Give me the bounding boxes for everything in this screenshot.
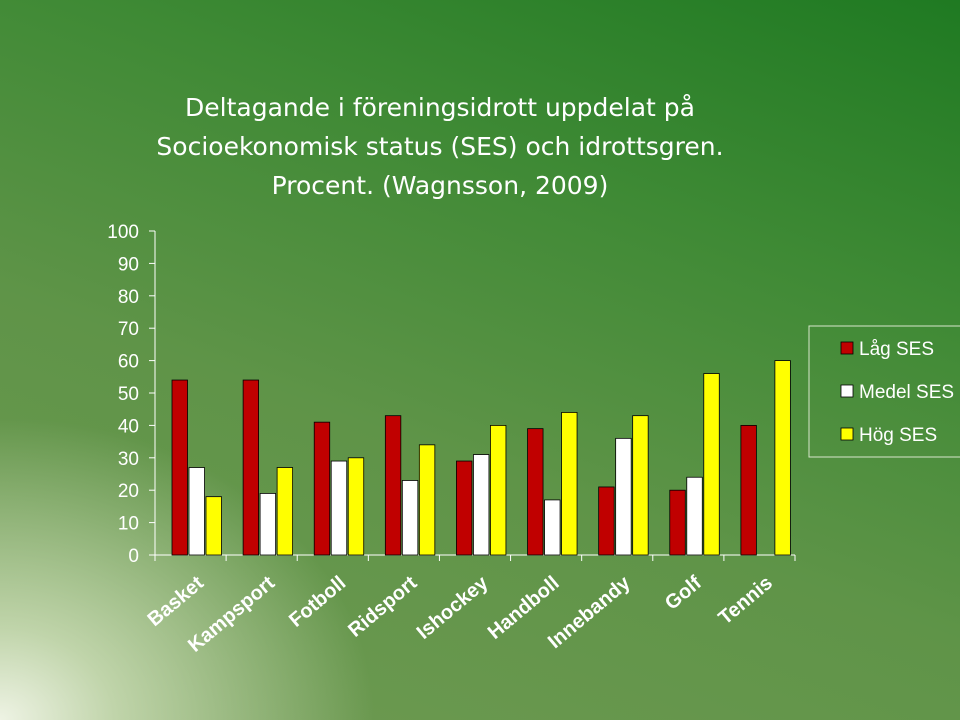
bar-basket-series-2 xyxy=(205,496,222,556)
y-tick-label: 70 xyxy=(118,319,139,340)
bar-innebandy-series-0 xyxy=(598,486,615,556)
legend-swatch-2 xyxy=(840,427,854,441)
y-tick-label: 30 xyxy=(118,449,139,470)
bar-fotboll-series-1 xyxy=(330,460,348,556)
category-label-ishockey: Ishockey xyxy=(413,571,493,643)
bar-ishockey-series-0 xyxy=(456,460,473,556)
bar-kampsport-series-1 xyxy=(259,493,277,556)
y-tick-label: 20 xyxy=(118,481,139,502)
bar-handboll-series-2 xyxy=(561,412,578,556)
y-tick-label: 80 xyxy=(118,287,139,308)
category-label-basket: Basket xyxy=(144,572,209,631)
chart-bars xyxy=(171,360,791,556)
bar-handboll-series-0 xyxy=(527,428,544,556)
bar-golf-series-2 xyxy=(703,373,720,556)
y-tick-label: 50 xyxy=(118,384,139,405)
category-label-golf: Golf xyxy=(661,572,706,615)
bar-tennis-series-0 xyxy=(740,424,757,556)
category-label-ridsport: Ridsport xyxy=(344,572,421,642)
bar-fotboll-series-2 xyxy=(347,457,365,556)
bar-golf-series-0 xyxy=(669,489,686,556)
legend-swatch-1 xyxy=(840,384,854,398)
legend-label-0: Låg SES xyxy=(859,339,934,360)
bar-ishockey-series-1 xyxy=(473,454,490,556)
bar-innebandy-series-1 xyxy=(615,437,632,556)
bar-handboll-series-1 xyxy=(544,499,561,556)
bar-ishockey-series-2 xyxy=(490,424,507,556)
y-tick-label: 40 xyxy=(118,416,139,437)
y-tick-label: 10 xyxy=(118,514,139,535)
category-label-fotboll: Fotboll xyxy=(285,572,350,632)
legend-label-2: Hög SES xyxy=(859,425,937,446)
y-tick-label: 0 xyxy=(128,546,139,567)
bar-ridsport-series-1 xyxy=(401,480,419,556)
bar-tennis-series-2 xyxy=(774,360,791,556)
y-tick-label: 90 xyxy=(118,254,139,275)
chart-title: Deltagande i föreningsidrott uppdelat på… xyxy=(156,93,724,200)
bar-golf-series-1 xyxy=(686,476,703,556)
y-tick-label: 100 xyxy=(107,222,139,243)
bar-innebandy-series-2 xyxy=(632,415,649,556)
bar-ridsport-series-2 xyxy=(418,444,436,556)
bar-kampsport-series-0 xyxy=(242,379,260,556)
bar-basket-series-1 xyxy=(188,467,205,556)
legend-box xyxy=(808,325,960,458)
chart-legend: Låg SES Medel SES Hög SES xyxy=(808,325,960,458)
bar-basket-series-0 xyxy=(171,379,188,556)
bar-ridsport-series-0 xyxy=(384,415,402,556)
y-tick-label: 60 xyxy=(118,352,139,373)
legend-swatch-0 xyxy=(840,341,854,355)
bar-fotboll-series-0 xyxy=(313,421,331,556)
legend-label-1: Medel SES xyxy=(859,382,954,403)
category-label-tennis: Tennis xyxy=(715,572,777,629)
bar-kampsport-series-2 xyxy=(276,467,294,556)
